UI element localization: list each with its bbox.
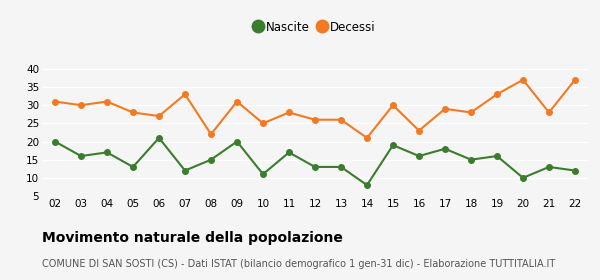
Legend: Nascite, Decessi: Nascite, Decessi (250, 17, 380, 39)
Text: COMUNE DI SAN SOSTI (CS) - Dati ISTAT (bilancio demografico 1 gen-31 dic) - Elab: COMUNE DI SAN SOSTI (CS) - Dati ISTAT (b… (42, 259, 555, 269)
Text: Movimento naturale della popolazione: Movimento naturale della popolazione (42, 231, 343, 245)
